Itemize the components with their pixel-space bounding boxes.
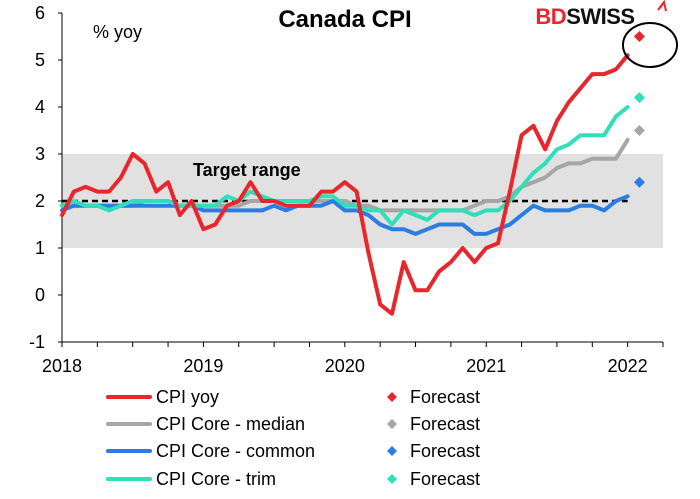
legend-swatch-diamond bbox=[387, 474, 397, 484]
legend-item: CPI Core - trim Forecast bbox=[106, 469, 480, 489]
y-tick-label: 6 bbox=[35, 3, 45, 23]
forecast-point-cpi-core-median bbox=[633, 125, 645, 136]
chart-title: Canada CPI bbox=[278, 6, 411, 33]
legend-item: CPI yoy Forecast bbox=[106, 387, 480, 407]
legend-item: CPI Core - common Forecast bbox=[106, 441, 480, 461]
y-tick-label: 3 bbox=[35, 144, 45, 164]
brand-logo: BDSWISS bbox=[535, 0, 667, 29]
series-line-cpi-yoy bbox=[60, 53, 630, 316]
forecast-point-cpi-yoy bbox=[633, 31, 645, 42]
series-layer bbox=[60, 53, 630, 316]
legend-label: CPI Core - median bbox=[156, 414, 305, 434]
x-tick-label: 2021 bbox=[466, 356, 506, 376]
legend-label: CPI Core - trim bbox=[156, 469, 276, 489]
legend-forecast-label: Forecast bbox=[410, 441, 480, 461]
legend-swatch-diamond bbox=[387, 446, 397, 456]
y-unit-label: % yoy bbox=[93, 22, 142, 42]
forecast-point-cpi-core-trim bbox=[633, 92, 645, 104]
brand-arrow-icon bbox=[657, 0, 667, 12]
y-tick-label: 1 bbox=[35, 238, 45, 258]
brand-bd-text: BD bbox=[535, 4, 566, 29]
y-tick-label: 4 bbox=[35, 97, 45, 117]
x-tick-label: 2018 bbox=[42, 356, 82, 376]
series-line-cpi-core-common bbox=[60, 194, 630, 236]
legend-forecast-label: Forecast bbox=[410, 387, 480, 407]
y-tick-label: 0 bbox=[35, 285, 45, 305]
legend-item: CPI Core - median Forecast bbox=[106, 414, 480, 434]
label-layer: -1 0 1 2 3 4 5 6 2018 2019 2020 2021 2022 bbox=[29, 3, 648, 376]
legend-forecast-label: Forecast bbox=[410, 414, 480, 434]
highlight-circle bbox=[622, 22, 678, 68]
target-range-label: Target range bbox=[193, 160, 301, 180]
brand-swiss-text: SWISS bbox=[566, 4, 634, 29]
y-tick-label: -1 bbox=[29, 332, 45, 352]
legend-label: CPI yoy bbox=[156, 387, 219, 407]
legend-label: CPI Core - common bbox=[156, 441, 315, 461]
x-tick-label: 2019 bbox=[183, 356, 223, 376]
legend: CPI yoy Forecast CPI Core - median Forecast… bbox=[106, 387, 480, 489]
forecast-point-cpi-core-common bbox=[633, 176, 645, 188]
legend-forecast-label: Forecast bbox=[410, 469, 480, 489]
x-tick-label: 2022 bbox=[608, 356, 648, 376]
y-tick-label: 5 bbox=[35, 50, 45, 70]
legend-swatch-diamond bbox=[387, 392, 397, 402]
forecast-layer bbox=[633, 31, 645, 188]
legend-swatch-diamond bbox=[387, 419, 397, 429]
brand-wordmark: BDSWISS bbox=[535, 4, 634, 29]
series-line-cpi-core-trim bbox=[60, 105, 630, 227]
axis-layer bbox=[58, 12, 664, 347]
y-tick-label: 2 bbox=[35, 191, 45, 211]
x-tick-label: 2020 bbox=[325, 356, 365, 376]
